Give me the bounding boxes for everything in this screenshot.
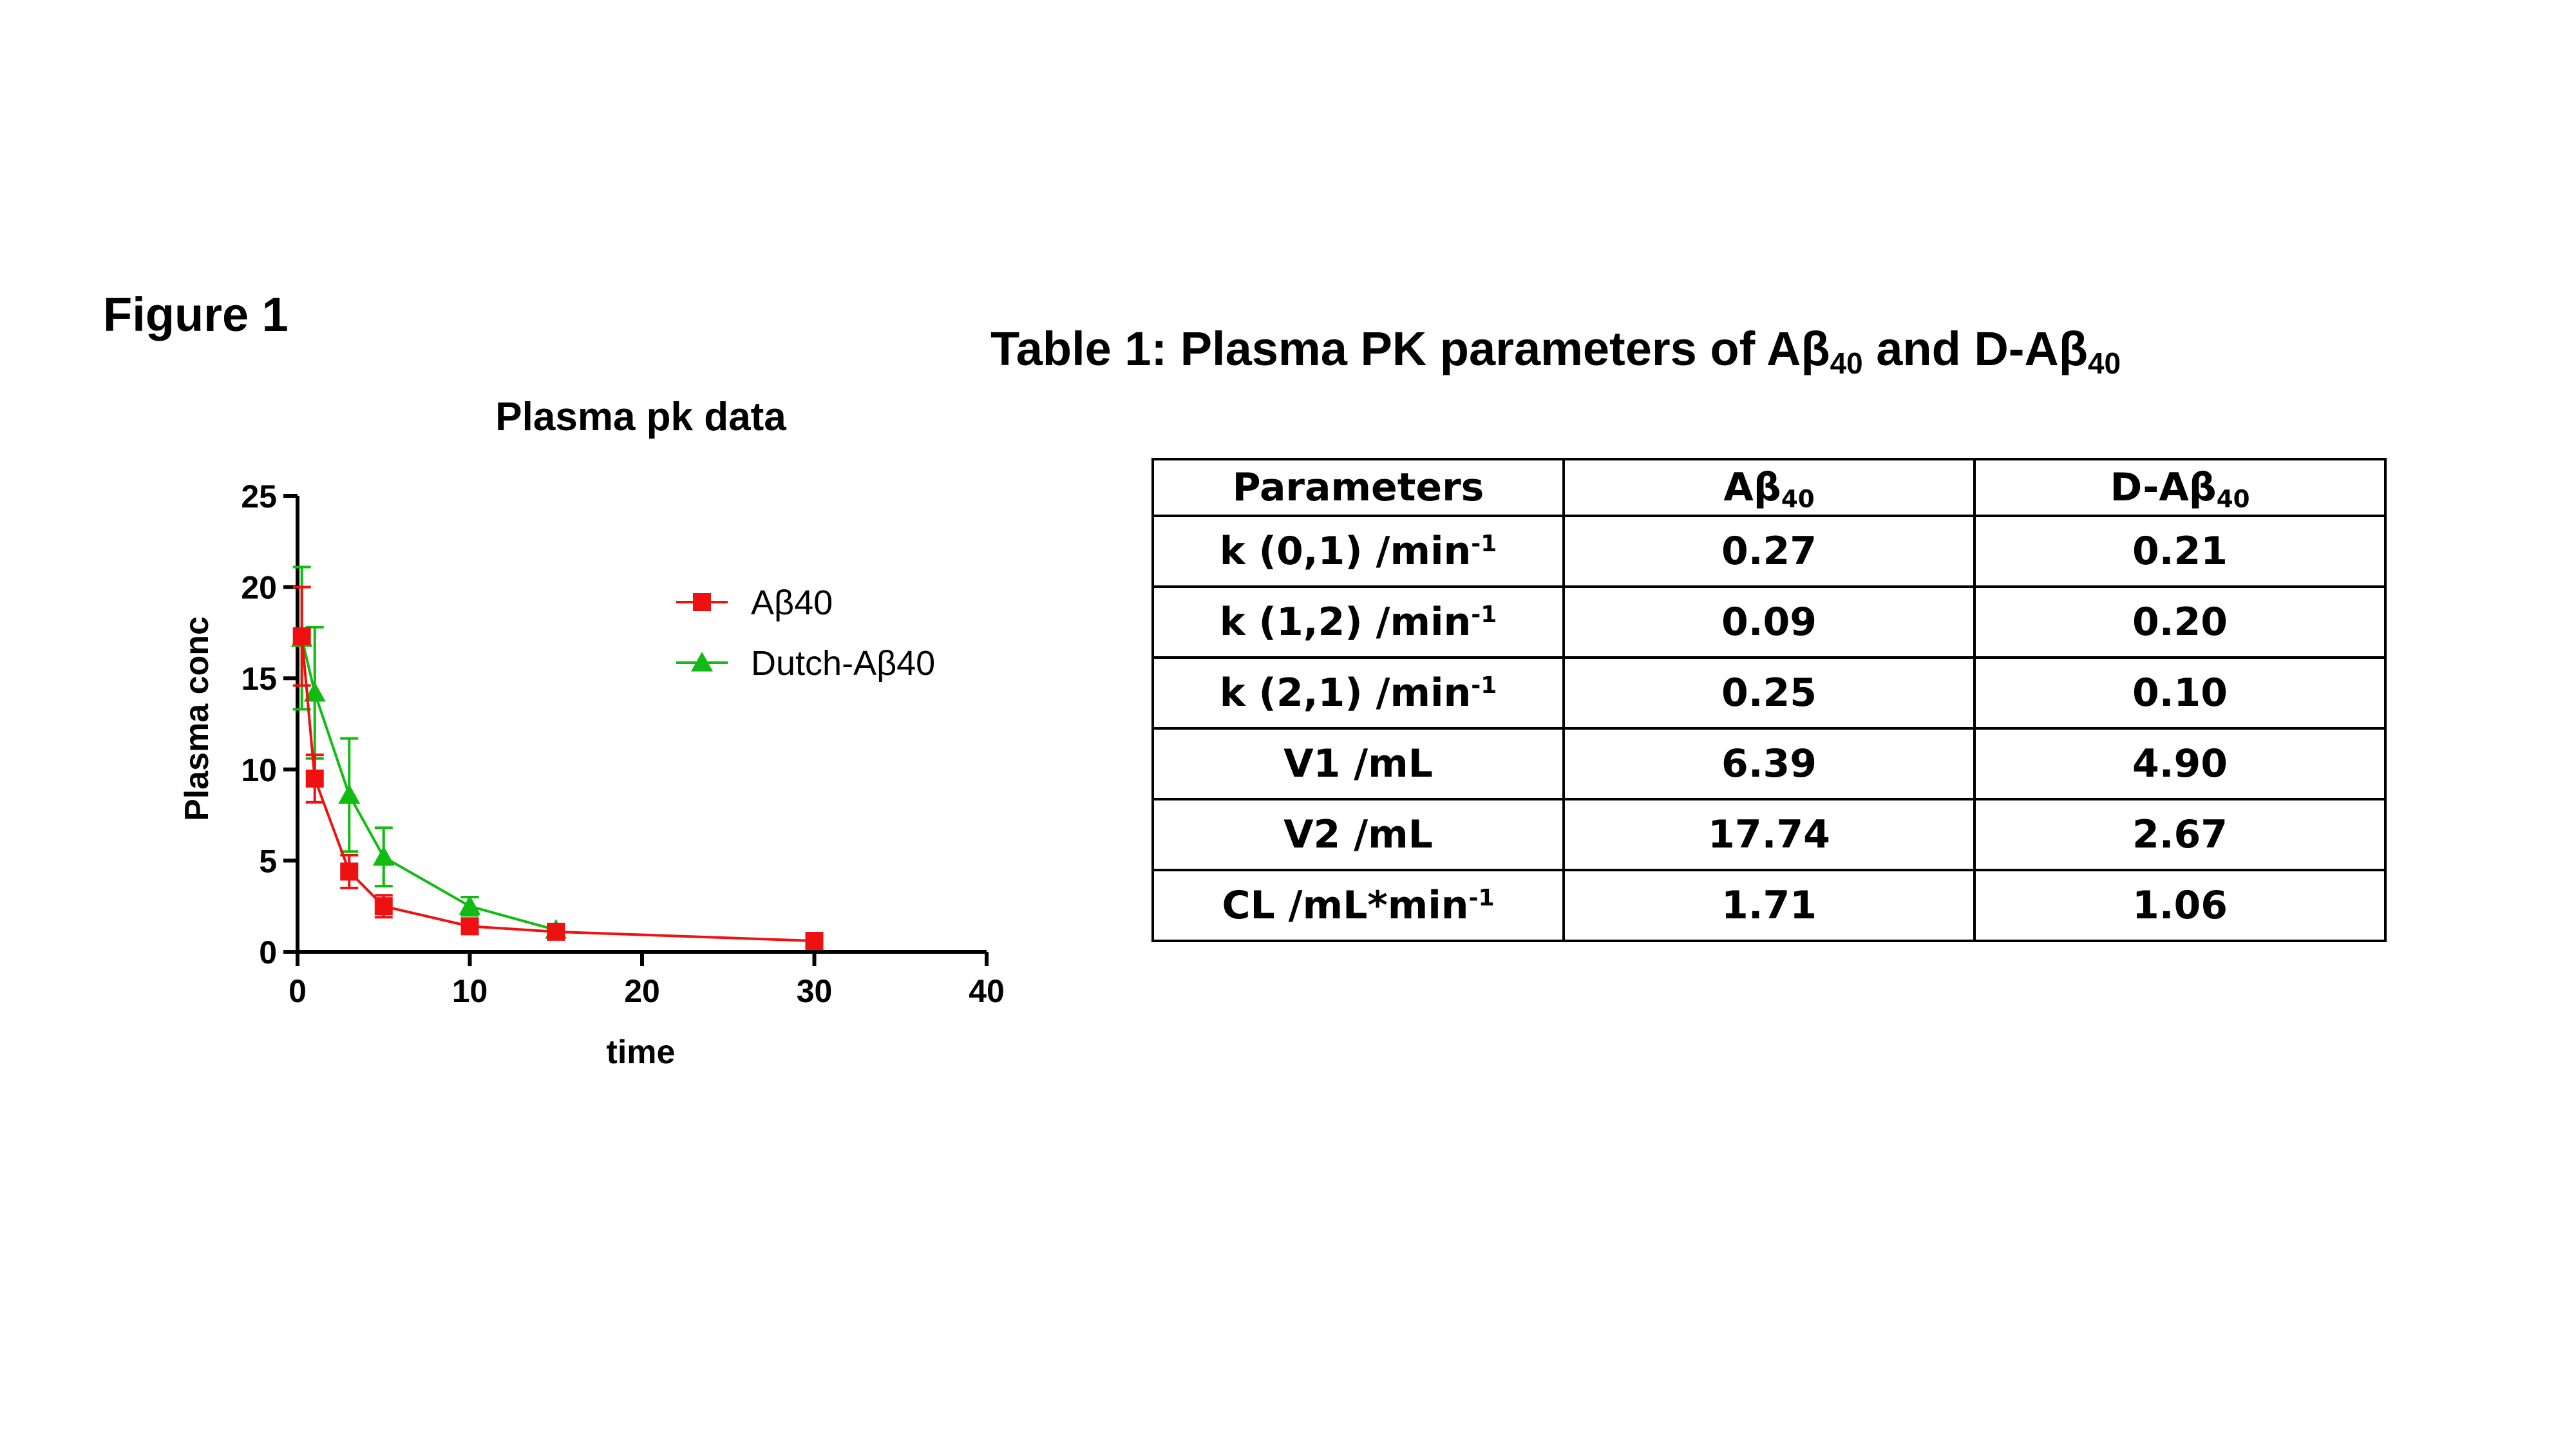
figure-label: Figure 1: [103, 288, 289, 341]
x-tick-label: 30: [797, 973, 833, 1009]
legend-marker: [691, 652, 713, 672]
param-text: V2 /mL: [1283, 812, 1433, 857]
y-tick-label: 20: [241, 570, 277, 606]
header-d-abeta40-subscript: 40: [2216, 484, 2250, 513]
data-point: [338, 784, 361, 804]
data-point: [303, 681, 326, 702]
chart-title: Plasma pk data: [495, 395, 786, 439]
cell-param: k (2,1) /min-1: [1151, 656, 1565, 730]
legend-label: Dutch-Aβ40: [751, 644, 935, 683]
header-parameters: Parameters: [1151, 458, 1565, 517]
x-tick-label: 0: [289, 973, 307, 1009]
y-tick-label: 25: [241, 478, 277, 515]
table-row: k (1,2) /min-1 0.09 0.20: [1151, 585, 2387, 659]
table-row: CL /mL*min-1 1.71 1.06: [1151, 869, 2387, 942]
cell-param: V1 /mL: [1151, 727, 1565, 800]
table-row: k (2,1) /min-1 0.25 0.10: [1151, 656, 2387, 730]
y-tick-label: 10: [241, 752, 277, 788]
cell-abeta40: 17.74: [1562, 798, 1976, 871]
legend-label: Aβ40: [751, 583, 833, 622]
data-point: [459, 895, 481, 915]
cell-abeta40: 0.27: [1562, 515, 1976, 588]
param-text: k (1,2) /min: [1219, 600, 1472, 645]
table-title-subscript-1: 40: [1830, 346, 1863, 380]
header-abeta40-subscript: 40: [1781, 484, 1815, 513]
x-tick-label: 10: [452, 973, 488, 1009]
data-point: [292, 627, 311, 646]
data-point: [805, 932, 824, 951]
param-text: k (0,1) /min: [1219, 529, 1472, 574]
table-row: V2 /mL 17.74 2.67: [1151, 798, 2387, 871]
table-row: V1 /mL 6.39 4.90: [1151, 727, 2387, 800]
pk-parameters-table: Parameters Aβ40 D-Aβ40 k (0,1) /min-1 0.…: [1151, 458, 2387, 942]
x-tick-label: 40: [969, 973, 1005, 1009]
cell-param: k (0,1) /min-1: [1151, 515, 1565, 588]
cell-abeta40: 1.71: [1562, 869, 1976, 942]
y-axis-label: Plasma conc: [178, 616, 216, 821]
param-superscript: -1: [1471, 601, 1497, 629]
axes: 0 5 10 15 20 25 0 10 20 30 40: [241, 478, 1004, 1009]
param-text: k (2,1) /min: [1219, 670, 1472, 715]
series-line: [300, 638, 556, 931]
y-tick-label: 15: [241, 661, 277, 697]
cell-param: CL /mL*min-1: [1151, 869, 1565, 942]
legend-item: Dutch-Aβ40: [676, 644, 935, 683]
cell-param: V2 /mL: [1151, 798, 1565, 871]
cell-d-abeta40: 0.21: [1973, 515, 2387, 588]
cell-abeta40: 6.39: [1562, 727, 1976, 800]
plasma-pk-chart: Plasma pk data time Plasma conc 0 5 10 15 20…: [178, 395, 1005, 1071]
x-axis-label: time: [607, 1034, 676, 1071]
data-point: [460, 917, 479, 936]
y-tick-label: 0: [259, 934, 277, 971]
param-superscript: -1: [1468, 885, 1495, 912]
table-header-row: Parameters Aβ40 D-Aβ40: [1151, 458, 2387, 517]
cell-d-abeta40: 1.06: [1973, 869, 2387, 942]
legend: Aβ40 Dutch-Aβ40: [676, 583, 935, 683]
x-tick-label: 20: [624, 973, 660, 1009]
table-title-prefix: Table 1: Plasma PK parameters of Aβ: [990, 322, 1830, 375]
data-point: [547, 922, 565, 941]
header-parameters-text: Parameters: [1232, 465, 1484, 510]
header-d-abeta40: D-Aβ40: [1973, 458, 2387, 517]
param-text: V1 /mL: [1283, 741, 1433, 786]
cell-d-abeta40: 0.10: [1973, 656, 2387, 730]
data-point: [372, 846, 395, 866]
legend-item: Aβ40: [676, 583, 833, 622]
table-title: Table 1: Plasma PK parameters of Aβ40 an…: [990, 322, 2121, 378]
header-abeta40: Aβ40: [1562, 458, 1976, 517]
table-row: k (0,1) /min-1 0.27 0.21: [1151, 515, 2387, 588]
data-point: [340, 862, 359, 881]
param-text: CL /mL*min: [1222, 883, 1469, 928]
series-Dutch-Aβ40: [290, 565, 567, 939]
table-title-subscript-2: 40: [2088, 346, 2121, 380]
data-point: [305, 769, 324, 788]
cell-d-abeta40: 0.20: [1973, 585, 2387, 659]
param-superscript: -1: [1471, 531, 1497, 558]
header-d-abeta40-text: D-Aβ: [2110, 465, 2217, 510]
legend-marker: [693, 593, 711, 611]
series-Aβ40: [292, 585, 824, 951]
cell-d-abeta40: 4.90: [1973, 727, 2387, 800]
series-layer: [290, 565, 824, 951]
cell-d-abeta40: 2.67: [1973, 798, 2387, 871]
cell-abeta40: 0.25: [1562, 656, 1976, 730]
y-tick-label: 5: [259, 843, 277, 879]
table-title-middle: and D-Aβ: [1862, 322, 2088, 375]
param-superscript: -1: [1471, 672, 1497, 699]
data-point: [374, 897, 393, 916]
cell-abeta40: 0.09: [1562, 585, 1976, 659]
header-abeta40-text: Aβ: [1723, 465, 1781, 510]
cell-param: k (1,2) /min-1: [1151, 585, 1565, 659]
